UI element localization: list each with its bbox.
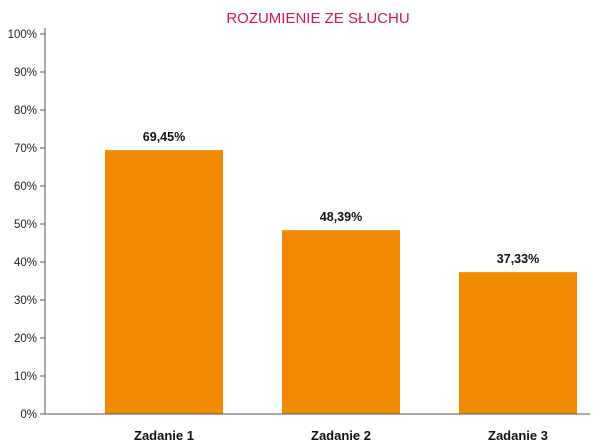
category-label: Zadanie 3	[488, 428, 548, 443]
bars: 69,45% 48,39% 37,33%	[105, 130, 577, 414]
y-axis: 0% 10% 20% 30% 40% 50% 60% 70% 80% 90% 100%	[8, 28, 46, 421]
y-tick-label: 20%	[14, 333, 37, 345]
y-tick-label: 70%	[14, 143, 37, 155]
y-tick-label: 100%	[8, 29, 37, 41]
y-tick-label: 40%	[14, 257, 37, 269]
y-tick-label: 10%	[14, 371, 37, 383]
bar	[459, 272, 577, 414]
y-tick-label: 60%	[14, 181, 37, 193]
data-label: 37,33%	[497, 252, 539, 266]
data-label: 48,39%	[320, 210, 362, 224]
category-label: Zadanie 1	[134, 428, 194, 443]
bar	[282, 230, 400, 414]
y-tick-label: 90%	[14, 67, 37, 79]
y-tick-label: 80%	[14, 105, 37, 117]
bar	[105, 150, 223, 414]
category-label: Zadanie 2	[311, 428, 371, 443]
y-tick-label: 50%	[14, 219, 37, 231]
x-axis: Zadanie 1 Zadanie 2 Zadanie 3	[45, 413, 590, 443]
data-label: 69,45%	[143, 130, 185, 144]
y-tick-label: 0%	[20, 409, 37, 421]
chart-title: ROZUMIENIE ZE SŁUCHU	[226, 10, 409, 27]
y-tick-label: 30%	[14, 295, 37, 307]
